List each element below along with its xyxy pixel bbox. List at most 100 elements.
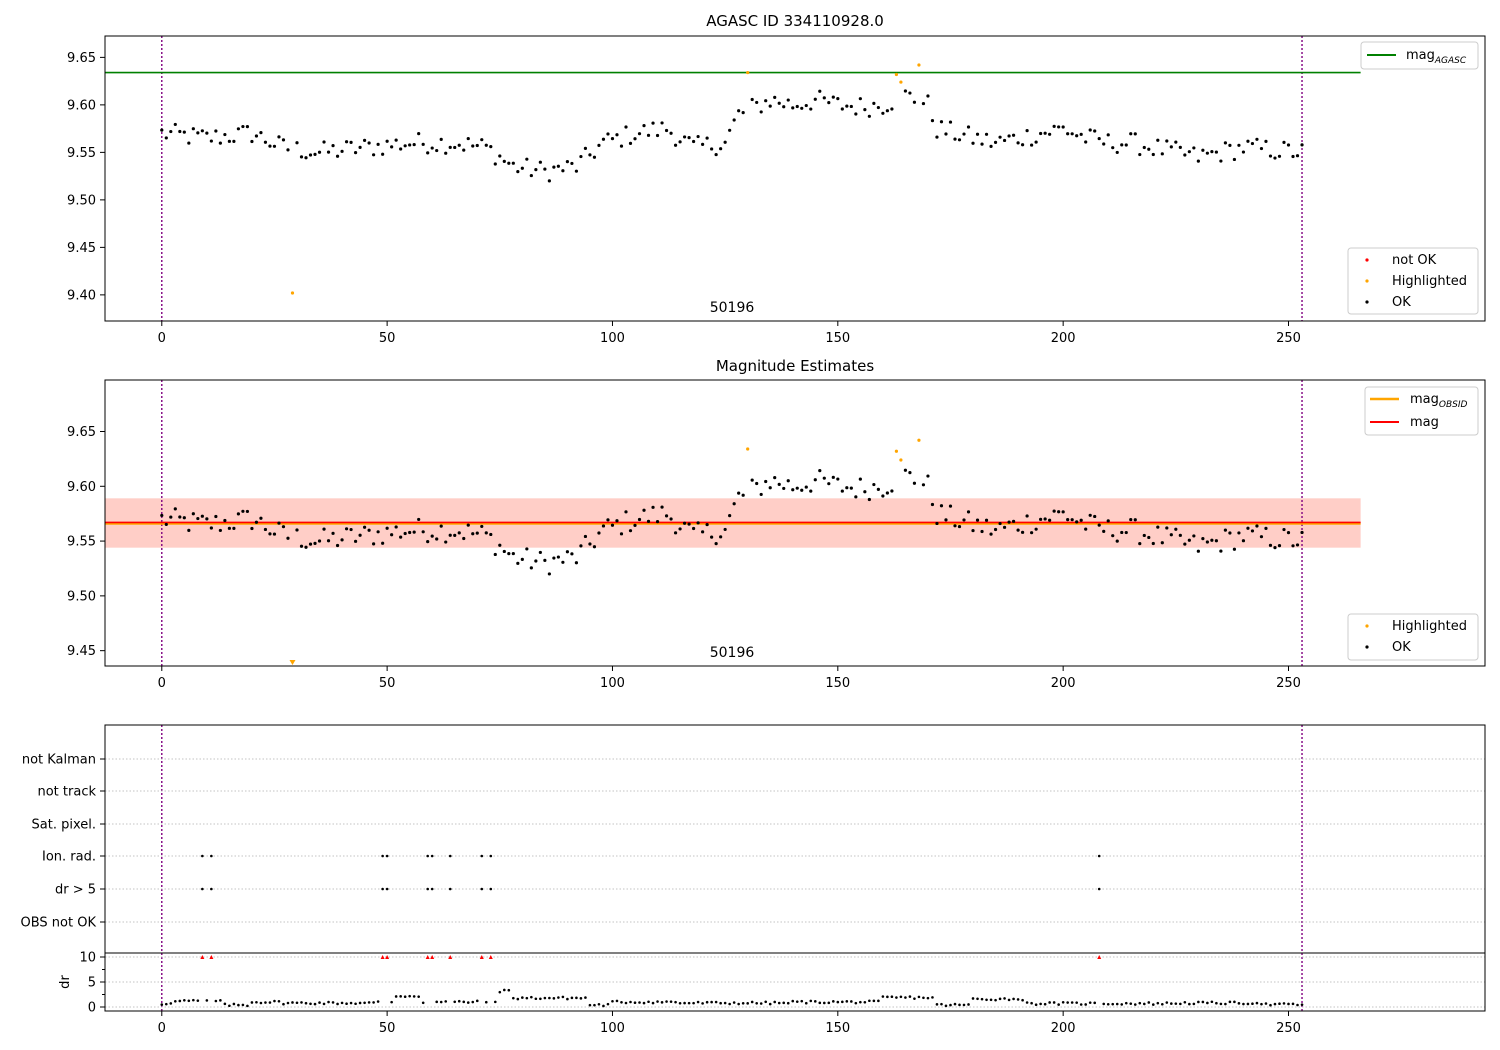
ok-point xyxy=(1205,540,1209,544)
ok-point xyxy=(295,528,299,532)
ok-point xyxy=(966,125,971,129)
ok-point xyxy=(263,527,268,532)
dr-point xyxy=(597,1002,601,1006)
dr-point xyxy=(714,1000,718,1004)
ok-point xyxy=(642,508,646,512)
ok-point xyxy=(520,557,524,561)
dr-point xyxy=(372,1001,375,1004)
dr-point xyxy=(881,995,885,998)
ok-point xyxy=(691,139,696,144)
ok-point xyxy=(241,509,245,513)
ok-point xyxy=(570,552,574,556)
dr-point xyxy=(1170,1002,1173,1005)
ok-point xyxy=(169,515,173,519)
ok-point xyxy=(849,104,853,109)
dr-point xyxy=(1269,1003,1272,1007)
dr-point xyxy=(1093,1001,1097,1005)
ok-point xyxy=(912,481,917,485)
flag-row-label: not Kalman xyxy=(22,753,96,768)
ok-point xyxy=(741,110,745,115)
ok-point xyxy=(723,527,727,532)
dr-point xyxy=(696,1000,700,1004)
ok-point xyxy=(858,477,862,481)
ok-point xyxy=(786,479,790,483)
ok-point xyxy=(281,525,286,529)
dr-point xyxy=(1165,1001,1169,1004)
dr-point xyxy=(543,996,547,1000)
ok-point xyxy=(1273,156,1277,160)
dr-point xyxy=(286,1001,290,1005)
ok-point xyxy=(326,150,331,154)
ok-point xyxy=(782,105,786,109)
ok-point xyxy=(1165,526,1169,530)
dr-point xyxy=(674,1000,677,1004)
legend2-ok-label: OK xyxy=(1392,640,1411,655)
dr-point xyxy=(593,1003,596,1007)
highlighted-point xyxy=(894,449,899,453)
flag-point xyxy=(201,887,204,891)
dr-point xyxy=(548,996,551,1000)
dr-point xyxy=(782,1001,786,1005)
x-tick-label: 0 xyxy=(158,331,166,346)
ok-point xyxy=(349,140,353,144)
ok-point xyxy=(597,531,601,535)
ok-point xyxy=(214,514,218,519)
ok-point xyxy=(1147,535,1151,540)
dr-point xyxy=(953,1002,957,1006)
ok-point xyxy=(250,139,254,144)
ok-point xyxy=(353,150,358,155)
ok-point xyxy=(349,527,353,532)
dr-point xyxy=(642,1001,646,1005)
ok-point xyxy=(935,135,939,139)
ok-point xyxy=(331,531,335,535)
ok-point xyxy=(236,512,241,516)
dr-point xyxy=(259,1001,263,1005)
ok-point xyxy=(484,531,488,535)
ok-point xyxy=(926,474,930,478)
ok-point xyxy=(1291,154,1295,159)
dr-point xyxy=(935,1003,939,1006)
dr-point xyxy=(403,995,407,998)
dr-point xyxy=(1048,1001,1051,1004)
ok-point xyxy=(335,154,340,158)
dr-point xyxy=(989,998,993,1002)
ok-point xyxy=(1106,133,1110,137)
ok-point xyxy=(340,538,344,542)
ok-point xyxy=(1237,531,1241,535)
ok-point xyxy=(1228,531,1232,535)
ok-point xyxy=(1169,533,1173,537)
legend-mag-obsid-sub: OBSID xyxy=(1439,400,1468,410)
ok-point xyxy=(1061,125,1065,129)
ok-point xyxy=(1138,541,1142,546)
ok-point xyxy=(1129,517,1133,522)
ok-point xyxy=(881,111,885,115)
dr-capped-point xyxy=(1097,955,1102,959)
ok-point xyxy=(200,129,204,133)
ok-point xyxy=(214,129,218,133)
ok-point xyxy=(399,147,403,151)
dr-point xyxy=(394,995,398,998)
x-tick-label: 200 xyxy=(1051,331,1076,346)
dr-point xyxy=(1291,1002,1295,1006)
dr-point xyxy=(705,1000,709,1004)
ok-point xyxy=(592,155,597,159)
ok-point xyxy=(1039,517,1043,521)
ok-point xyxy=(426,540,430,544)
dr-point xyxy=(354,1002,357,1006)
dr-point xyxy=(277,999,281,1003)
ok-point xyxy=(317,150,322,154)
flag-point xyxy=(381,854,384,858)
dr-point xyxy=(534,997,538,1001)
ok-point xyxy=(791,488,795,492)
ok-point xyxy=(1138,152,1142,157)
ok-point xyxy=(1142,533,1146,538)
ok-point xyxy=(876,487,880,491)
ok-point xyxy=(534,168,538,172)
ok-point xyxy=(507,161,511,165)
ok-point xyxy=(975,132,980,136)
ok-point xyxy=(552,165,556,169)
dr-point xyxy=(516,997,520,1001)
dr-point xyxy=(498,990,502,994)
panel2-legend-points-box xyxy=(1347,613,1479,661)
dr-point xyxy=(1034,1003,1038,1007)
